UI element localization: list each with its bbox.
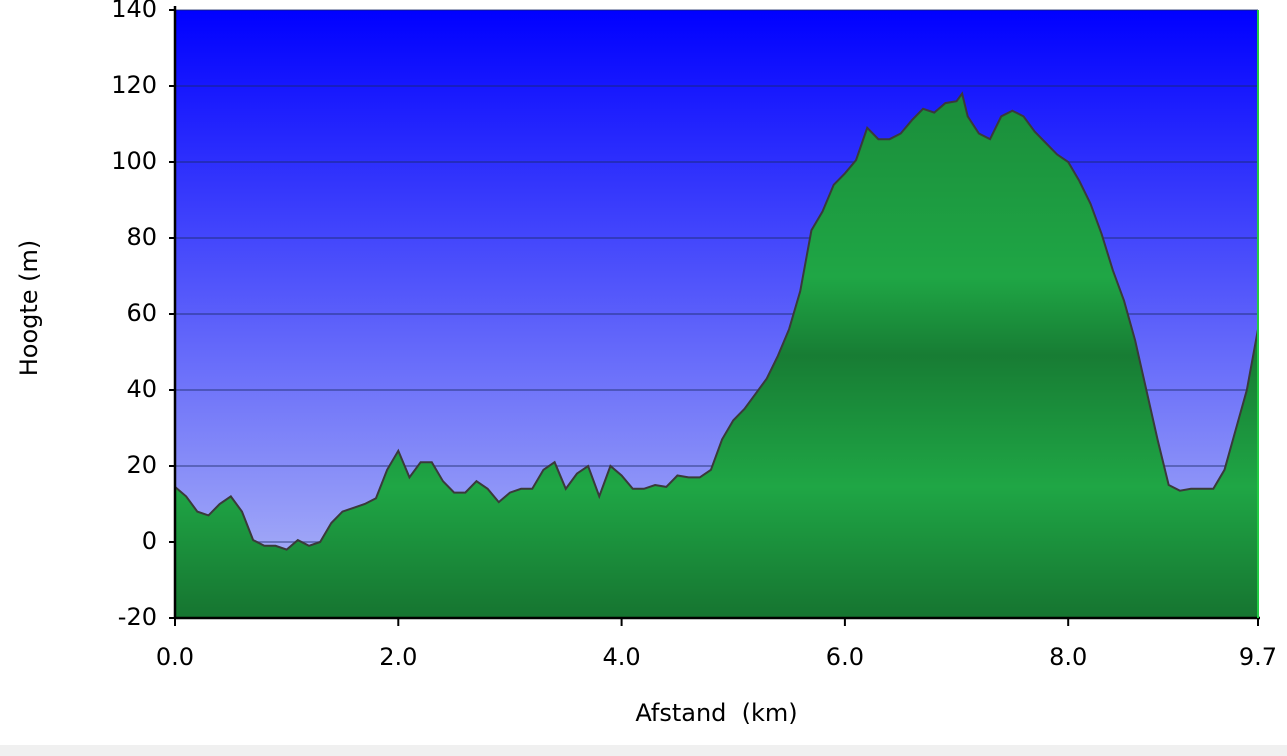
y-tick-label: 120 — [111, 71, 157, 99]
y-tick-label: 80 — [126, 223, 157, 251]
x-tick-label: 2.0 — [379, 643, 417, 671]
x-tick-label: 9.7 — [1239, 643, 1277, 671]
y-axis-label: Hoogte (m) — [15, 240, 43, 377]
y-tick-label: -20 — [118, 603, 157, 631]
y-tick-label: 20 — [126, 451, 157, 479]
y-tick-label: 60 — [126, 299, 157, 327]
footer-strip — [0, 745, 1287, 756]
elevation-shade — [175, 93, 1258, 619]
elevation-line — [174, 91, 1259, 551]
y-tick-label: 140 — [111, 0, 157, 23]
x-tick-label: 6.0 — [826, 643, 864, 671]
y-tick-label: 0 — [142, 527, 157, 555]
x-tick-label: 8.0 — [1049, 643, 1087, 671]
y-tick-label: 100 — [111, 147, 157, 175]
x-axis-label: Afstand (km) — [635, 699, 797, 727]
x-tick-label: 0.0 — [156, 643, 194, 671]
y-tick-label: 40 — [126, 375, 157, 403]
x-tick-label: 4.0 — [603, 643, 641, 671]
